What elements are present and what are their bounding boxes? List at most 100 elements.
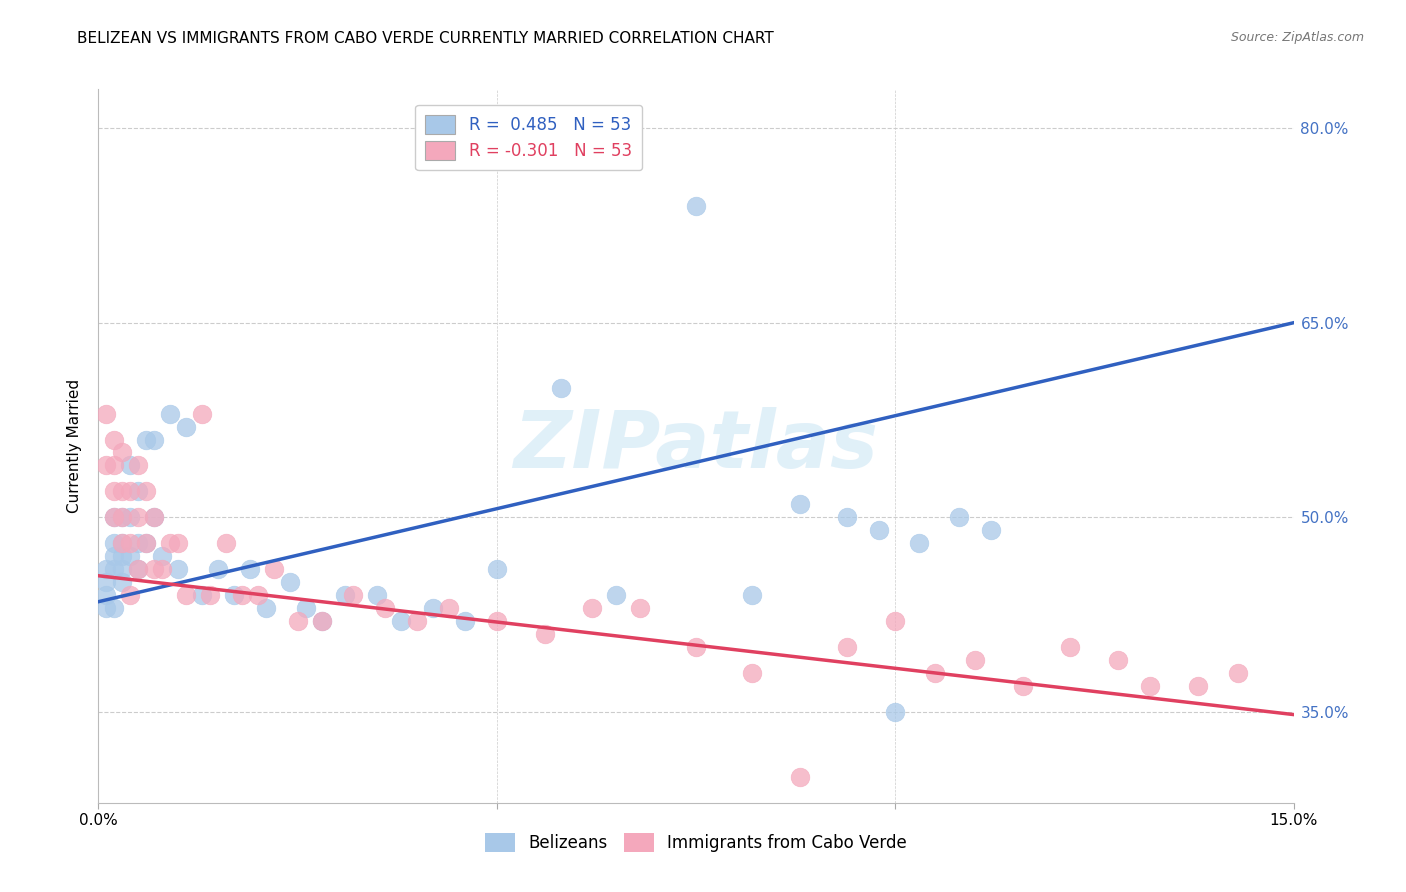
Point [127, 562, 149, 576]
Point [207, 562, 229, 576]
Point [311, 614, 333, 628]
Point [311, 614, 333, 628]
Legend: Belizeans, Immigrants from Cabo Verde: Belizeans, Immigrants from Cabo Verde [478, 826, 914, 859]
Point [789, 770, 811, 784]
Point [605, 588, 627, 602]
Point [1107, 653, 1129, 667]
Point [111, 536, 134, 550]
Point [485, 614, 508, 628]
Point [150, 562, 173, 576]
Point [239, 562, 262, 576]
Point [127, 536, 149, 550]
Point [120, 549, 142, 564]
Point [103, 484, 125, 499]
Point [127, 510, 149, 524]
Point [159, 407, 181, 421]
Text: BELIZEAN VS IMMIGRANTS FROM CABO VERDE CURRENTLY MARRIED CORRELATION CHART: BELIZEAN VS IMMIGRANTS FROM CABO VERDE C… [77, 31, 775, 46]
Point [143, 510, 166, 524]
Point [120, 588, 142, 602]
Point [198, 588, 221, 602]
Point [485, 562, 508, 576]
Point [1059, 640, 1081, 654]
Point [741, 588, 763, 602]
Point [103, 510, 125, 524]
Point [103, 536, 125, 550]
Point [685, 640, 707, 654]
Point [103, 458, 125, 473]
Point [174, 588, 197, 602]
Point [263, 562, 285, 576]
Point [884, 705, 907, 719]
Point [143, 433, 166, 447]
Point [294, 601, 316, 615]
Point [143, 562, 166, 576]
Point [685, 199, 707, 213]
Point [389, 614, 412, 628]
Point [191, 588, 214, 602]
Point [120, 510, 142, 524]
Point [120, 536, 142, 550]
Point [366, 588, 388, 602]
Point [868, 524, 890, 538]
Point [111, 549, 134, 564]
Point [135, 536, 157, 550]
Point [406, 614, 429, 628]
Point [127, 484, 149, 499]
Point [581, 601, 603, 615]
Point [111, 510, 134, 524]
Point [191, 407, 214, 421]
Point [96, 575, 118, 590]
Point [135, 536, 157, 550]
Point [437, 601, 460, 615]
Point [246, 588, 269, 602]
Point [454, 614, 477, 628]
Point [167, 536, 190, 550]
Point [741, 666, 763, 681]
Point [1226, 666, 1249, 681]
Point [96, 458, 118, 473]
Point [963, 653, 986, 667]
Point [278, 575, 301, 590]
Point [908, 536, 931, 550]
Point [111, 562, 134, 576]
Point [96, 588, 118, 602]
Point [103, 510, 125, 524]
Point [335, 588, 357, 602]
Point [533, 627, 555, 641]
Point [120, 484, 142, 499]
Point [120, 458, 142, 473]
Point [980, 524, 1002, 538]
Text: ZIPatlas: ZIPatlas [513, 407, 879, 485]
Point [111, 484, 134, 499]
Point [1011, 679, 1033, 693]
Point [550, 381, 572, 395]
Point [287, 614, 309, 628]
Point [103, 433, 125, 447]
Point [111, 510, 134, 524]
Point [254, 601, 277, 615]
Point [884, 614, 907, 628]
Point [174, 419, 197, 434]
Point [127, 458, 149, 473]
Point [96, 562, 118, 576]
Point [837, 510, 859, 524]
Point [103, 601, 125, 615]
Point [837, 640, 859, 654]
Point [422, 601, 444, 615]
Y-axis label: Currently Married: Currently Married [67, 379, 83, 513]
Point [103, 549, 125, 564]
Point [215, 536, 238, 550]
Point [374, 601, 396, 615]
Point [111, 445, 134, 459]
Point [111, 536, 134, 550]
Point [135, 484, 157, 499]
Point [789, 497, 811, 511]
Point [1187, 679, 1209, 693]
Point [1139, 679, 1161, 693]
Point [96, 601, 118, 615]
Point [628, 601, 651, 615]
Point [342, 588, 364, 602]
Point [159, 536, 181, 550]
Point [924, 666, 946, 681]
Point [150, 549, 173, 564]
